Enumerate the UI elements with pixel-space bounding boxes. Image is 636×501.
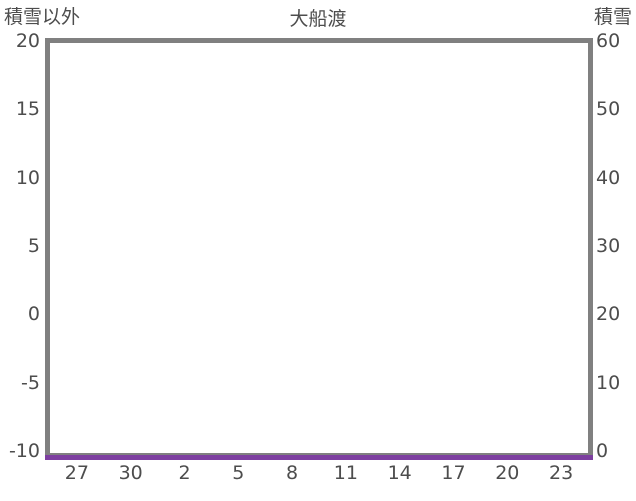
right-tick-60: 60	[596, 30, 621, 52]
right-tick-50: 50	[596, 98, 621, 121]
left-tick--5: -5	[21, 371, 40, 394]
x-tick-17: 17	[441, 462, 466, 484]
left-axis-title: 積雪以外	[4, 6, 81, 28]
snow-depth-baseline	[45, 455, 593, 460]
chart-title: 大船渡	[289, 8, 347, 30]
left-tick-0: 0	[27, 303, 40, 326]
right-tick-10: 10	[596, 371, 621, 394]
right-tick-0: 0	[596, 440, 609, 462]
left-tick-15: 15	[15, 98, 40, 121]
left-tick--10: -10	[8, 440, 40, 462]
right-axis-title: 積雪	[593, 6, 632, 28]
x-tick-20: 20	[495, 462, 520, 484]
x-tick-5: 5	[232, 462, 245, 484]
right-tick-40: 40	[596, 166, 621, 189]
x-tick-2: 2	[178, 462, 191, 484]
x-tick-14: 14	[387, 462, 412, 484]
right-tick-20: 20	[596, 303, 621, 326]
plot-frame	[45, 38, 593, 458]
x-tick-30: 30	[118, 462, 143, 484]
x-tick-11: 11	[333, 462, 358, 484]
left-tick-20: 20	[15, 30, 40, 52]
right-tick-30: 30	[596, 235, 621, 257]
left-tick-10: 10	[15, 166, 40, 189]
x-tick-23: 23	[549, 462, 574, 484]
x-tick-27: 27	[64, 462, 89, 484]
left-tick-5: 5	[27, 235, 40, 257]
x-tick-8: 8	[286, 462, 299, 484]
